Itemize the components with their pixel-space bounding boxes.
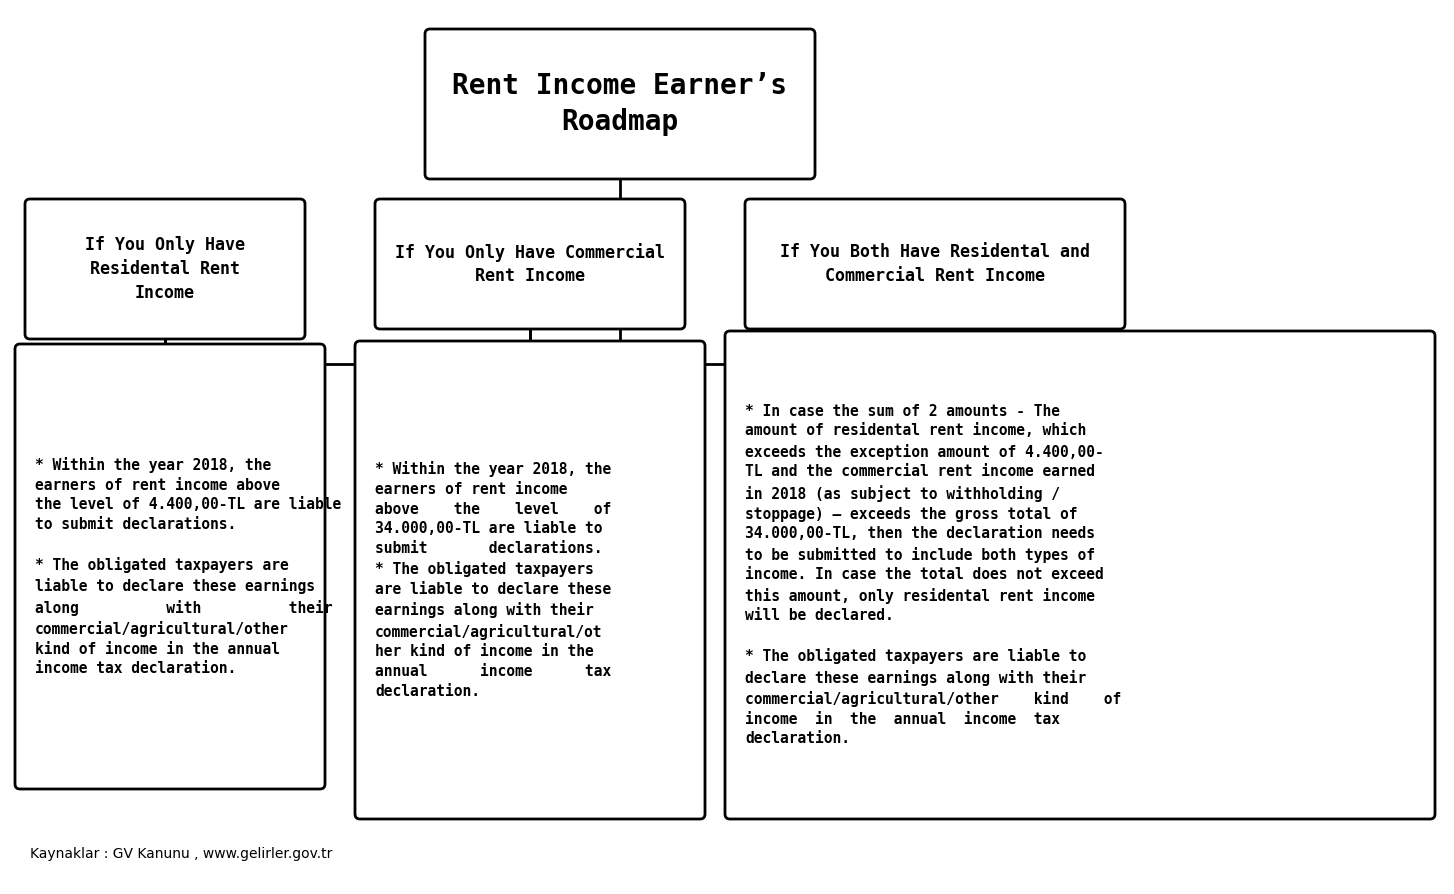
FancyBboxPatch shape [355, 341, 705, 819]
Text: Kaynaklar : GV Kanunu , www.gelirler.gov.tr: Kaynaklar : GV Kanunu , www.gelirler.gov… [31, 847, 333, 861]
FancyBboxPatch shape [726, 331, 1435, 819]
Text: Rent Income Earner’s
Roadmap: Rent Income Earner’s Roadmap [452, 72, 788, 137]
Text: If You Only Have
Residental Rent
Income: If You Only Have Residental Rent Income [84, 236, 246, 301]
FancyBboxPatch shape [25, 199, 305, 339]
Text: If You Only Have Commercial
Rent Income: If You Only Have Commercial Rent Income [395, 242, 664, 285]
Text: * Within the year 2018, the
earners of rent income
above    the    level    of
3: * Within the year 2018, the earners of r… [375, 461, 611, 699]
Text: * In case the sum of 2 amounts - The
amount of residental rent income, which
exc: * In case the sum of 2 amounts - The amo… [744, 403, 1121, 746]
FancyBboxPatch shape [744, 199, 1125, 329]
FancyBboxPatch shape [375, 199, 685, 329]
FancyBboxPatch shape [15, 344, 326, 789]
Text: * Within the year 2018, the
earners of rent income above
the level of 4.400,00-T: * Within the year 2018, the earners of r… [35, 457, 342, 676]
Text: If You Both Have Residental and
Commercial Rent Income: If You Both Have Residental and Commerci… [779, 243, 1090, 285]
FancyBboxPatch shape [425, 29, 816, 179]
